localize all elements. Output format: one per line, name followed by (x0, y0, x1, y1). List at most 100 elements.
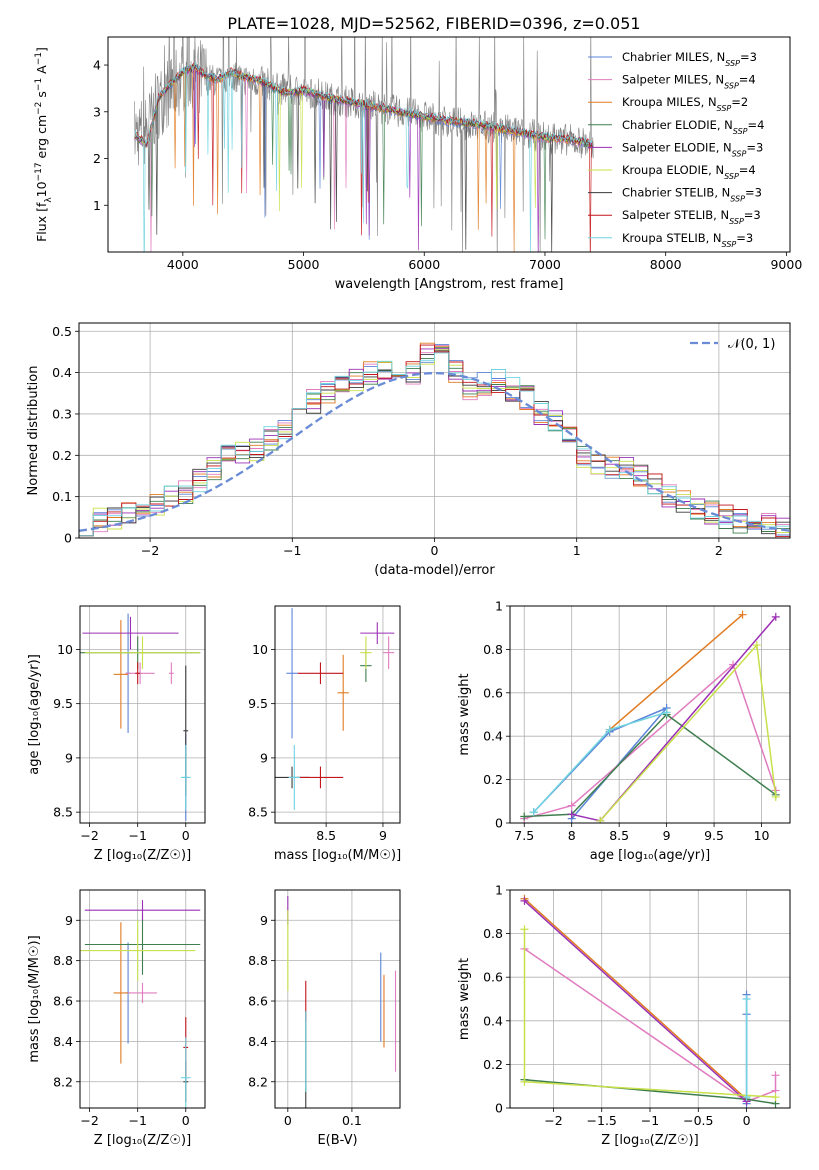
y-axis-label: mass weight (457, 958, 472, 1040)
axes: 7.5 8 8.5 9 9.5 10 0 0.2 0.4 0.6 0.8 1 age [log₁₀(ag… (457, 599, 791, 863)
x-tick-label: 7000 (529, 257, 561, 272)
data-point (113, 922, 129, 1064)
normal-curve (79, 371, 790, 532)
age-vs-mass-panel: 8.5 9 8.5 9 9.5 10 mass [log₁₀(M/M☉)] (248, 605, 401, 863)
model-spectrum-line (134, 61, 594, 252)
plot-area (80, 613, 201, 821)
plus-marker (771, 612, 780, 621)
y-tick-label: 0.2 (483, 772, 503, 787)
data-point (180, 744, 191, 810)
y-tick-label: 0 (64, 531, 72, 546)
plot-area (79, 342, 790, 538)
mass-weight-line (599, 643, 777, 822)
y-tick-label: 1 (93, 198, 101, 213)
spectrum-panel: 4000 5000 6000 7000 8000 9000 1 2 3 4 wavelength [… (34, 36, 802, 292)
x-axis-label: age [log₁₀(age/yr)] (590, 848, 711, 863)
x-tick-label: 2 (715, 543, 723, 558)
y-axis-label: age [log₁₀(age/yr)] (27, 654, 42, 775)
spectrum-legend: Chabrier MILES, NSSP=3 Salpeter MILES, NS… (588, 50, 764, 248)
residual-histogram-step (79, 352, 790, 537)
legend-label: Kroupa STELIB, NSSP=3 (622, 231, 753, 249)
y-tick-label: 0.8 (483, 926, 503, 941)
x-tick-label: −0.5 (683, 1113, 713, 1128)
x-tick-label: −1 (283, 543, 301, 558)
x-axis-label: E(B-V) (317, 1133, 357, 1148)
residual-panel: −2 −1 0 1 2 0 0.1 0.2 0.3 0.4 0.5 (data-model)/erro… (26, 322, 791, 578)
plus-marker (520, 812, 529, 821)
y-tick-label: 0.1 (52, 489, 72, 504)
y-tick-label: 10 (252, 642, 268, 657)
data-point (84, 900, 201, 921)
plus-marker (742, 1093, 751, 1102)
y-tick-label: 2 (93, 151, 101, 166)
y-tick-label: 1 (495, 883, 503, 898)
x-tick-label: 8.5 (609, 828, 629, 843)
y-tick-label: 0.2 (52, 448, 72, 463)
legend-label: Chabrier MILES, NSSP=3 (622, 50, 757, 68)
x-tick-label: −1.5 (587, 1113, 617, 1128)
plus-marker (529, 808, 538, 817)
y-tick-label: 9.5 (53, 696, 73, 711)
legend-label: Salpeter ELODIE, NSSP=3 (622, 140, 763, 158)
plus-marker (771, 1071, 780, 1080)
axes-frame (107, 36, 791, 253)
data-point (84, 914, 201, 975)
x-tick-label: 8 (568, 828, 576, 843)
axes: −2 −1 0 8.5 9 9.5 10 Z [log₁₀(Z/Z☉)] age [log₁₀(… (27, 605, 206, 863)
x-tick-label: 4000 (167, 257, 199, 272)
y-tick-label: 0.8 (483, 642, 503, 657)
axes-frame (79, 889, 206, 1109)
x-axis-label: Z [log₁₀(Z/Z☉)] (94, 848, 191, 863)
data-point (168, 662, 174, 685)
axes-frame (509, 889, 791, 1109)
y-tick-label: 0.6 (483, 970, 503, 985)
mass-weight-line (524, 713, 777, 818)
x-tick-label: −2 (80, 828, 98, 843)
y-tick-label: 9 (65, 913, 73, 928)
x-tick-label: 8.5 (316, 828, 336, 843)
y-tick-label: 0.6 (483, 685, 503, 700)
legend-label: Salpeter STELIB, NSSP=3 (622, 208, 761, 226)
plus-marker (742, 995, 751, 1003)
mass-vs-metallicity-panel: −2 −1 0 8.2 8.4 8.6 8.8 9 Z [log₁₀(Z/Z☉)] mass [l… (27, 889, 206, 1148)
y-tick-label: 8.8 (248, 953, 268, 968)
y-tick-label: 8.4 (53, 1034, 73, 1049)
plus-marker (520, 896, 529, 905)
plot-area (520, 894, 780, 1108)
axes: 4000 5000 6000 7000 8000 9000 1 2 3 4 wavelength [… (34, 36, 802, 292)
plus-marker (662, 708, 671, 717)
data-point (382, 636, 395, 669)
plus-marker (771, 1093, 780, 1102)
data-point (84, 636, 201, 669)
x-tick-label: −1 (641, 1113, 659, 1128)
legend-label: 𝒩(0, 1) (728, 337, 775, 352)
data-point (180, 1037, 191, 1108)
legend-label: Kroupa MILES, NSSP=2 (622, 95, 748, 113)
x-tick-label: 0 (284, 1113, 292, 1128)
y-tick-label: 0.4 (52, 365, 72, 380)
y-tick-label: 10 (57, 642, 73, 657)
plot-area (520, 610, 780, 823)
age-vs-metallicity-panel: −2 −1 0 8.5 9 9.5 10 Z [log₁₀(Z/Z☉)] age [log₁₀(… (27, 605, 206, 863)
axes: −2 −1.5 −1 −0.5 0 0 0.2 0.4 0.6 0.8 1 Z [log₁₀(Z/Z☉… (457, 883, 791, 1148)
y-tick-label: 3 (93, 104, 101, 119)
plus-marker (520, 925, 529, 934)
data-point (128, 982, 157, 1004)
plot-area (80, 900, 201, 1108)
axes: 0 0.1 8.2 8.4 8.6 8.8 9 E(B-V) (248, 889, 401, 1148)
x-tick-label: 10 (754, 828, 770, 843)
model-spectrum-line (134, 62, 594, 252)
x-tick-label: −2 (141, 543, 159, 558)
plus-marker (596, 816, 605, 823)
y-axis-label: mass weight (457, 673, 472, 755)
y-tick-label: 0 (495, 816, 503, 831)
data-point (297, 662, 344, 685)
legend-label: Chabrier ELODIE, NSSP=4 (622, 118, 764, 136)
y-tick-label: 9 (65, 750, 73, 765)
legend-label: Chabrier STELIB, NSSP=3 (622, 186, 762, 204)
mass-weight-line (523, 898, 748, 1100)
y-tick-label: 0.2 (483, 1057, 503, 1072)
data-point (82, 616, 179, 650)
x-tick-label: 0 (182, 1113, 190, 1128)
